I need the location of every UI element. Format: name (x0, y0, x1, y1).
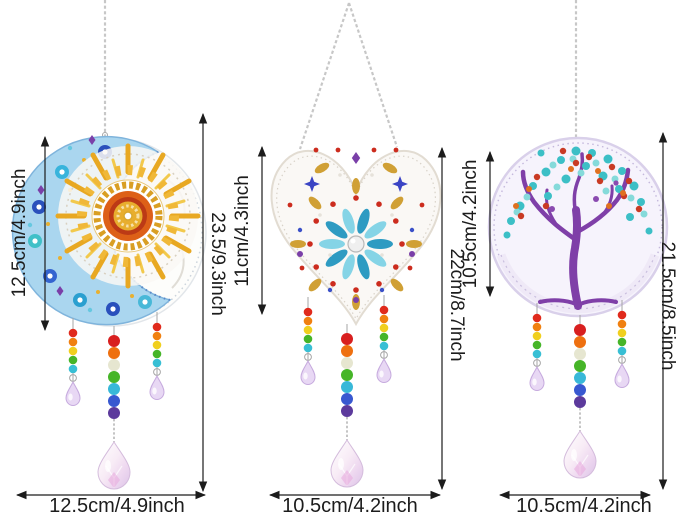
tree-panel (487, 136, 669, 318)
bead-strands (65, 311, 165, 490)
label-tree-panel-height: 10.5cm/4.2inch (460, 160, 481, 289)
bead-strands (529, 299, 630, 479)
sun-mandala (55, 143, 201, 289)
moon-sun-suncatcher-image (11, 0, 207, 490)
heart-mandala (287, 147, 425, 310)
label-tree-total-length: 21.5cm/8.5inch (657, 242, 678, 371)
label-heart-panel-width: 10.5cm/4.2inch (282, 495, 418, 516)
tree-of-life-suncatcher-image (487, 0, 669, 479)
label-heart-total-length: 22cm/8.7inch (446, 248, 467, 361)
label-moon-total-length: 23.5/9.3inch (207, 212, 228, 316)
tree-foliage (503, 146, 653, 239)
heart-suncatcher-image (270, 2, 442, 488)
moon-sun-panel (11, 135, 207, 327)
label-moon-panel-height: 12.5cm/4.9inch (9, 169, 30, 298)
label-heart-panel-height: 11cm/4.3inch (232, 175, 253, 287)
dimension-annotations: 12.5cm/4.9inch 23.5/9.3inch 12.5cm/4.9in… (9, 112, 678, 516)
label-moon-panel-width: 12.5cm/4.9inch (49, 495, 185, 516)
heart-panel (270, 147, 442, 327)
hanging-chain (298, 2, 351, 150)
bead-strands (300, 294, 392, 488)
tree-trunk (520, 152, 631, 310)
label-tree-panel-width: 10.5cm/4.2inch (516, 495, 652, 516)
hanging-chain (347, 2, 399, 148)
